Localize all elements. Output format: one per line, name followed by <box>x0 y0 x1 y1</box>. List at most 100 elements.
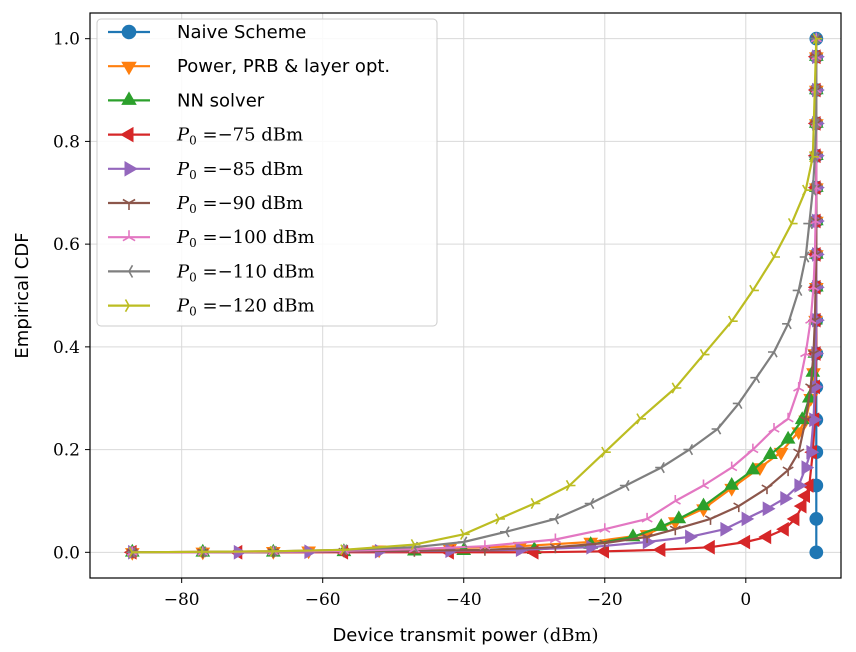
y-tick-label: 0.4 <box>53 338 80 358</box>
data-point <box>763 446 778 459</box>
axis-ticks: −80 −60 −40 −20 0 0.0 0.2 0.4 0.6 0.8 1.0 <box>53 30 751 610</box>
data-point <box>410 539 421 551</box>
data-point <box>794 478 808 493</box>
legend: Naive Scheme Power, PRB & layer opt. NN so… <box>96 18 438 327</box>
data-point <box>800 478 814 493</box>
legend-label-value: =−85 <box>197 159 256 180</box>
series-layer <box>123 31 825 561</box>
x-tick-label: −80 <box>164 590 200 610</box>
data-point <box>800 416 812 426</box>
data-point <box>801 460 815 475</box>
legend-label-value: =−75 <box>197 125 256 146</box>
data-point <box>803 217 813 230</box>
data-point <box>655 461 665 474</box>
y-tick-label: 0.2 <box>53 441 80 461</box>
data-point <box>793 381 805 392</box>
data-point <box>669 494 681 505</box>
data-point <box>745 461 761 475</box>
data-point <box>807 349 820 360</box>
data-point <box>565 479 576 492</box>
data-point <box>724 476 740 490</box>
legend-label: NN solver <box>177 90 265 111</box>
data-point <box>741 511 755 527</box>
legend-entry: Power, PRB & layer opt. <box>108 56 390 77</box>
data-point <box>809 545 824 560</box>
data-point <box>780 491 794 506</box>
legend-box <box>96 18 438 327</box>
legend-label: P0 =−120 dBm <box>176 296 315 319</box>
legend-label-sub: 0 <box>189 236 197 250</box>
data-point <box>805 383 817 393</box>
series-line <box>132 38 818 554</box>
data-point <box>704 515 717 525</box>
data-point <box>340 544 350 556</box>
data-point <box>792 284 803 296</box>
data-point <box>495 513 506 525</box>
x-tick-label: −60 <box>305 590 341 610</box>
series-8 <box>126 33 820 558</box>
data-point <box>810 214 822 225</box>
legend-entry: P0 =−85 dBm <box>108 159 303 182</box>
data-point <box>728 315 738 327</box>
data-point <box>786 511 800 527</box>
data-point <box>768 346 778 358</box>
data-point <box>697 479 710 490</box>
legend-label-unit: dBm <box>267 227 315 248</box>
data-point <box>747 443 759 454</box>
data-point <box>549 543 561 554</box>
data-point <box>119 126 134 143</box>
data-point <box>636 413 647 425</box>
data-point <box>641 533 653 543</box>
data-point <box>599 523 611 533</box>
data-point <box>807 281 820 291</box>
legend-label: Naive Scheme <box>177 22 306 43</box>
legend-label-unit: dBm <box>256 159 304 180</box>
legend-label-var: P <box>176 261 190 282</box>
data-point <box>642 534 656 550</box>
data-point <box>782 466 794 477</box>
legend-label-sub: 0 <box>189 305 197 319</box>
legend-label-var: P <box>176 193 190 214</box>
legend-label: P0 =−100 dBm <box>176 227 315 250</box>
data-point <box>671 510 687 524</box>
data-point <box>124 161 139 177</box>
data-point <box>479 540 491 550</box>
data-point <box>121 24 137 40</box>
y-tick-label: 0.8 <box>53 132 80 152</box>
x-tick-label: −40 <box>446 590 482 610</box>
legend-label-sub: 0 <box>189 270 197 284</box>
data-point <box>800 347 812 358</box>
data-point <box>584 497 595 510</box>
data-point <box>671 382 682 394</box>
data-point <box>669 525 681 536</box>
legend-label-sub: 0 <box>189 168 197 182</box>
data-point <box>799 251 810 263</box>
legend-label-unit: dBm <box>267 261 315 282</box>
data-point <box>515 542 529 558</box>
data-point <box>787 217 798 230</box>
data-point <box>653 518 669 531</box>
data-point <box>758 529 772 545</box>
data-point <box>773 447 789 461</box>
legend-label-value: =−110 <box>197 261 267 282</box>
data-point <box>699 348 710 361</box>
legend-label-var: P <box>176 227 190 248</box>
data-point <box>793 448 805 459</box>
data-point <box>269 545 280 557</box>
legend-label-unit: dBm <box>256 193 304 214</box>
data-point <box>685 529 698 545</box>
legend-entry: P0 =−75 dBm <box>108 125 303 148</box>
data-point <box>122 264 134 278</box>
series-9 <box>128 33 823 558</box>
data-point <box>805 314 817 324</box>
data-point <box>812 33 823 45</box>
data-point <box>683 443 694 456</box>
data-point <box>122 230 136 242</box>
legend-label: P0 =−90 dBm <box>176 193 303 216</box>
data-point <box>530 497 541 510</box>
data-point <box>782 318 792 330</box>
x-axis-label-text: Device transmit power <box>332 625 542 646</box>
data-point <box>782 412 794 423</box>
legend-label: P0 =−75 dBm <box>176 125 303 148</box>
data-point <box>809 151 819 163</box>
